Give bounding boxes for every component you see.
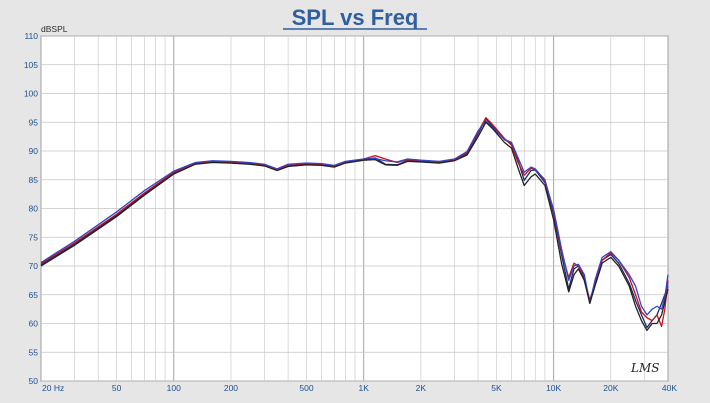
- x-tick-label: 40K: [662, 383, 677, 393]
- y-tick-label: 55: [29, 347, 39, 357]
- y-tick-label: 65: [29, 290, 39, 300]
- grid-lines: [40, 35, 669, 382]
- series-line-3: [40, 120, 669, 316]
- chart-title: SPL vs Freq: [292, 5, 419, 30]
- y-tick-label: 80: [29, 204, 39, 214]
- y-tick-label: 75: [29, 232, 39, 242]
- y-tick-label: 100: [24, 89, 38, 99]
- x-tick-label: 1K: [359, 383, 370, 393]
- y-tick-label: 70: [29, 261, 39, 271]
- x-tick-label: 20K: [603, 383, 618, 393]
- y-tick-labels: 50 55 60 65 70 75 80 85 90 95 100 105 110: [24, 31, 38, 386]
- x-tick-label: 10K: [546, 383, 561, 393]
- x-tick-label: 200: [224, 383, 238, 393]
- x-tick-label: 100: [167, 383, 181, 393]
- y-tick-label: 60: [29, 319, 39, 329]
- x-tick-labels: 20 Hz 50 100 200 500 1K 2K 5K 10K 20K 40K: [42, 383, 677, 393]
- x-tick-label: 500: [299, 383, 313, 393]
- data-series: [40, 117, 669, 332]
- y-tick-label: 105: [24, 60, 38, 70]
- x-tick-label: 50: [112, 383, 122, 393]
- y-tick-label: 95: [29, 117, 39, 127]
- x-tick-label: 5K: [491, 383, 502, 393]
- lms-logo: LMS: [630, 361, 659, 375]
- y-tick-label: 85: [29, 175, 39, 185]
- y-axis-unit-label: dBSPL: [41, 24, 68, 34]
- x-tick-label: 20 Hz: [42, 383, 64, 393]
- series-line-4: [40, 121, 669, 332]
- y-tick-label: 90: [29, 146, 39, 156]
- y-tick-label: 110: [24, 31, 38, 41]
- y-tick-label: 50: [29, 376, 39, 386]
- x-tick-label: 2K: [416, 383, 427, 393]
